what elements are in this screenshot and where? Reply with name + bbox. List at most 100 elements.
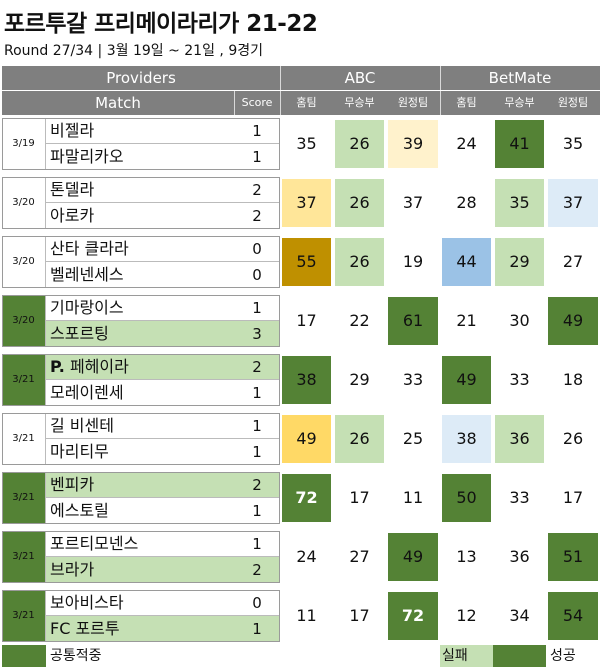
odds-cell: 35 — [562, 134, 584, 153]
page-title: 포르투갈 프리메이라리가 21-22 — [4, 11, 318, 37]
home-score: 1 — [234, 295, 280, 321]
odds-cell: 44 — [440, 236, 493, 288]
match-date: 3/21 — [2, 590, 46, 642]
odds-cell: 36 — [509, 547, 530, 566]
home-score: 0 — [234, 590, 280, 616]
odds-cell: 28 — [456, 193, 477, 212]
odds-cell: 61 — [386, 295, 440, 347]
away-score: 1 — [252, 384, 262, 402]
odds-cell: 33 — [509, 370, 530, 389]
match-header: Match — [95, 94, 141, 112]
match-row: 3/21 P. 페헤이라 2 모레이렌세 1 38 29 33 49 33 18 — [2, 354, 600, 406]
odds-cell: 11 — [402, 488, 424, 507]
home-team-name: 산타 클라라 — [46, 236, 234, 262]
legend-label-fail: 실패 — [442, 648, 468, 664]
away-team-name: 에스토릴 — [50, 501, 109, 520]
score-header: Score — [241, 96, 273, 109]
home-team-name: 포르티모넨스 — [46, 531, 234, 557]
home-team-name: 비젤라 — [46, 118, 234, 144]
home-score: 1 — [234, 118, 280, 144]
odds-cell: 24 — [296, 547, 317, 566]
match-date: 3/21 — [2, 472, 46, 524]
odds-cell: 49 — [440, 354, 493, 406]
match-row: 3/20 산타 클라라 0 벨레넨세스 0 55 26 19 44 29 27 — [2, 236, 600, 288]
home-team-name: 기마랑이스 — [46, 295, 234, 321]
odds-cell: 54 — [546, 590, 600, 642]
odds-cell: 30 — [509, 311, 530, 330]
odds-cell: 29 — [493, 236, 546, 288]
betmate-draw-header: 무승부 — [504, 96, 535, 109]
legend-swatch-common — [2, 645, 46, 667]
match-row: 3/20 기마랑이스 1 스포르팅 3 17 22 61 21 30 49 — [2, 295, 600, 347]
header-row-columns: Match Score 홈팀 무승부 원정팀 홈팀 무승부 원정팀 — [2, 91, 600, 115]
odds-cell: 51 — [546, 531, 600, 583]
home-team-name: 벤피카 — [46, 472, 234, 498]
away-score: 2 — [252, 207, 262, 225]
odds-cell: 12 — [456, 606, 477, 625]
odds-cell: 33 — [509, 488, 530, 507]
match-row: 3/21 길 비센테 1 마리티무 1 49 26 25 38 36 26 — [2, 413, 600, 465]
home-team-name: 길 비센테 — [46, 413, 234, 439]
odds-cell: 50 — [440, 472, 493, 524]
legend-label-success: 성공 — [550, 648, 576, 664]
away-team-name: 파말리카오 — [50, 147, 124, 166]
odds-cell: 19 — [402, 252, 424, 271]
odds-cell: 17 — [562, 488, 584, 507]
odds-cell: 72 — [386, 590, 440, 642]
odds-cell: 49 — [546, 295, 600, 347]
home-team-name: 톤델라 — [46, 177, 234, 203]
away-team-name: 벨레넨세스 — [50, 265, 124, 284]
match-date: 3/19 — [2, 118, 46, 170]
match-date: 3/20 — [2, 177, 46, 229]
odds-cell: 26 — [333, 236, 386, 288]
legend-swatch-success — [493, 645, 546, 667]
providers-header: Providers — [106, 69, 176, 87]
odds-cell: 24 — [456, 134, 477, 153]
odds-cell: 55 — [280, 236, 333, 288]
match-date: 3/21 — [2, 413, 46, 465]
home-team-name: 보아비스타 — [46, 590, 234, 616]
odds-cell: 17 — [349, 488, 370, 507]
odds-cell: 38 — [440, 413, 493, 465]
legend-label-common: 공통적중 — [50, 648, 102, 664]
odds-cell: 39 — [386, 118, 440, 170]
odds-cell: 21 — [456, 311, 477, 330]
odds-cell: 26 — [333, 413, 386, 465]
match-row: 3/19 비젤라 1 파말리카오 1 35 26 39 24 41 35 — [2, 118, 600, 170]
abc-draw-header: 무승부 — [344, 96, 375, 109]
away-team-name: 아로카 — [50, 206, 95, 225]
odds-cell: 49 — [386, 531, 440, 583]
odds-cell: 22 — [349, 311, 370, 330]
match-date: 3/20 — [2, 236, 46, 288]
odds-cell: 37 — [280, 177, 333, 229]
away-score: 1 — [234, 616, 280, 642]
odds-cell: 38 — [280, 354, 333, 406]
header-row-providers: Providers ABC BetMate — [2, 66, 600, 90]
away-team-name: FC 포르투 — [46, 616, 234, 642]
match-row: 3/21 보아비스타 0 FC 포르투 1 11 17 72 12 34 54 — [2, 590, 600, 642]
away-team-name: 스포르팅 — [46, 321, 234, 347]
odds-cell: 13 — [456, 547, 477, 566]
odds-cell: 26 — [333, 177, 386, 229]
odds-cell: 17 — [296, 311, 317, 330]
provider-betmate-header: BetMate — [488, 69, 552, 87]
odds-cell: 11 — [296, 606, 317, 625]
betmate-home-header: 홈팀 — [456, 96, 477, 109]
away-score: 0 — [252, 266, 262, 284]
home-score: 2 — [234, 472, 280, 498]
odds-cell: 26 — [562, 429, 584, 448]
odds-cell: 37 — [546, 177, 600, 229]
match-date: 3/21 — [2, 531, 46, 583]
match-date: 3/20 — [2, 295, 46, 347]
away-score: 2 — [234, 557, 280, 583]
odds-cell: 35 — [493, 177, 546, 229]
odds-cell: 33 — [402, 370, 424, 389]
odds-cell: 34 — [509, 606, 530, 625]
odds-cell: 37 — [402, 193, 424, 212]
betmate-away-header: 원정팀 — [557, 96, 589, 109]
page-subtitle: Round 27/34 | 3월 19일 ~ 21일 , 9경기 — [4, 43, 263, 59]
odds-cell: 27 — [562, 252, 584, 271]
legend: 공통적중 실패 성공 — [2, 645, 600, 667]
odds-cell: 29 — [349, 370, 370, 389]
odds-cell: 35 — [296, 134, 317, 153]
